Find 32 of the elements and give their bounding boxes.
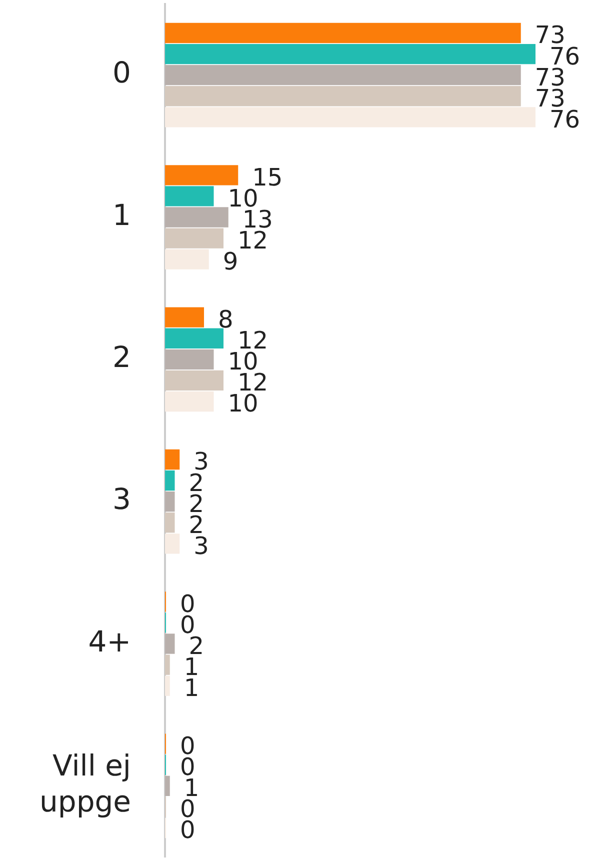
y-tick-label: 2 bbox=[112, 340, 131, 374]
bar bbox=[165, 349, 214, 370]
bar bbox=[165, 249, 209, 270]
y-tick-label: 3 bbox=[112, 482, 131, 516]
bar bbox=[165, 165, 238, 186]
bar bbox=[165, 449, 180, 470]
bar bbox=[165, 186, 214, 206]
bar bbox=[165, 86, 521, 106]
bar bbox=[165, 470, 175, 491]
y-tick-label: 1 bbox=[112, 198, 131, 232]
bar bbox=[165, 44, 536, 64]
bar bbox=[165, 107, 536, 128]
data-label: 8 bbox=[218, 306, 234, 334]
bar bbox=[165, 634, 175, 654]
bar bbox=[165, 207, 228, 228]
bar bbox=[165, 776, 170, 796]
bar bbox=[165, 391, 214, 412]
y-tick-label: 0 bbox=[112, 56, 131, 90]
bar bbox=[165, 654, 170, 675]
bar bbox=[165, 512, 175, 533]
bar bbox=[165, 370, 224, 391]
y-tick-label: Vill ej uppge bbox=[40, 748, 131, 818]
bar bbox=[165, 307, 204, 328]
bar bbox=[165, 534, 180, 554]
bar bbox=[165, 676, 170, 696]
bar bbox=[165, 22, 521, 44]
bar bbox=[165, 328, 224, 348]
bar bbox=[165, 228, 224, 248]
data-label: 9 bbox=[222, 248, 238, 276]
bar bbox=[165, 491, 175, 512]
bar bbox=[165, 64, 521, 86]
y-tick-label: 4+ bbox=[88, 624, 131, 658]
